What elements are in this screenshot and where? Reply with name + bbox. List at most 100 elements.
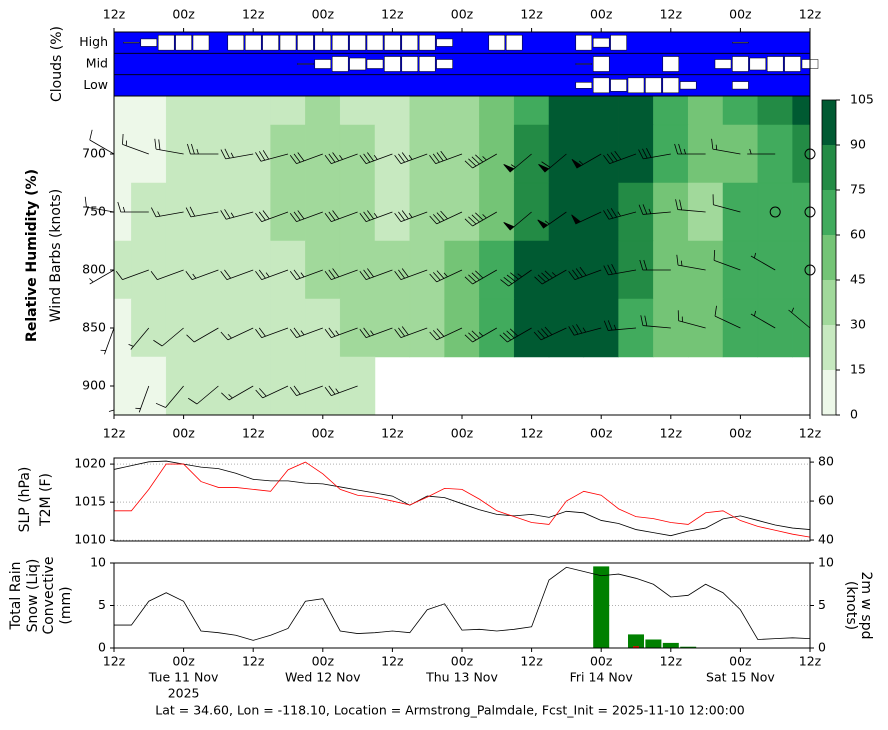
colorbar-segment	[822, 190, 836, 235]
precip-bar	[680, 646, 697, 648]
axis-label: T2M (F)	[38, 473, 54, 527]
wind-barb	[503, 211, 532, 231]
rh-cell	[165, 95, 202, 126]
wind-barb	[638, 204, 671, 215]
rh-cell	[792, 124, 811, 184]
wind-barb	[185, 269, 219, 280]
cloud-box	[401, 34, 419, 51]
wind-barb	[714, 305, 741, 329]
rh-cell	[409, 95, 445, 126]
rh-cell	[374, 95, 411, 126]
y-tick-label: 80	[818, 454, 834, 469]
y-tick-label: 10	[818, 555, 834, 570]
rh-cell	[270, 95, 306, 126]
wind-barb	[289, 385, 323, 396]
cloud-box	[384, 34, 401, 51]
colorbar-label: 60	[850, 227, 866, 242]
rh-cell	[113, 298, 132, 358]
cloud-box	[297, 34, 314, 51]
wind-barb	[135, 385, 150, 413]
row-label: Low	[83, 77, 108, 92]
wind-barb	[429, 150, 463, 164]
cloud-box	[436, 38, 453, 47]
wind-barb	[185, 206, 219, 218]
rh-cell	[792, 182, 811, 242]
cloud-box	[575, 63, 593, 65]
wind-barb	[255, 327, 289, 338]
x-tick-label: 12z	[381, 654, 404, 669]
rh-cell	[583, 95, 619, 126]
wind-barb	[676, 254, 706, 271]
wind-barb	[750, 310, 776, 329]
wind-barb	[324, 327, 358, 338]
wind-barb	[359, 152, 393, 164]
rh-cell	[305, 95, 341, 126]
rh-cell	[235, 95, 271, 126]
wind-barb	[464, 269, 497, 285]
panel-frame	[113, 457, 811, 542]
x-tick-label: 12z	[242, 654, 265, 669]
cloud-box	[175, 34, 192, 51]
cloud-box	[575, 34, 593, 51]
wind-barb	[464, 327, 497, 343]
wind-barb	[324, 152, 358, 164]
wind-barb	[571, 153, 602, 169]
rh-cell	[513, 298, 550, 358]
axis-label: Total Rain	[8, 562, 24, 631]
axis-label: Relative Humidity (%)	[24, 169, 40, 342]
wind-barb	[464, 211, 497, 227]
rh-cell	[548, 240, 585, 300]
x-tick-label: 12z	[242, 7, 265, 22]
x-tick-label: 12z	[381, 7, 404, 22]
y-tick-label: 1020	[74, 456, 106, 471]
y-tick-label: 900	[82, 378, 106, 393]
rh-cell	[722, 95, 759, 126]
wind-barb	[150, 207, 184, 218]
cloud-box	[679, 81, 697, 90]
cloud-box	[766, 56, 784, 72]
rh-cell	[548, 95, 585, 126]
x-tick-label: 00z	[729, 654, 752, 669]
axis-label: Wind Barbs (knots)	[48, 189, 64, 322]
x-tick-label: 12z	[242, 426, 265, 441]
date-label: Wed 12 Nov	[285, 670, 361, 685]
wind-barb	[500, 269, 532, 287]
x-tick-label: 12z	[520, 7, 543, 22]
wind-barb	[255, 385, 289, 399]
cloud-box	[610, 79, 627, 92]
rh-cell	[653, 95, 689, 126]
y-tick-label: 700	[82, 146, 106, 161]
wind-barb	[568, 324, 602, 336]
cloud-box	[227, 34, 245, 51]
wind-barb	[324, 385, 358, 396]
cloud-box	[592, 37, 610, 48]
rh-cell	[653, 298, 689, 358]
cloud-box	[366, 59, 384, 69]
y2-label: (knots)	[843, 581, 859, 630]
cloud-box	[575, 82, 593, 89]
row-label: High	[79, 34, 108, 49]
cloud-box	[418, 34, 436, 51]
rh-cell	[687, 95, 724, 126]
axis-label: Snow (Liq)	[25, 559, 41, 633]
wind-barb	[186, 327, 219, 343]
wind-barb	[568, 266, 602, 280]
x-tick-label: 00z	[451, 426, 474, 441]
wind-barb	[538, 153, 567, 173]
colorbar-segment	[822, 370, 836, 415]
wind-barb	[499, 327, 532, 343]
wind-barb	[221, 385, 254, 401]
x-tick-label: 00z	[172, 654, 195, 669]
cloud-box	[732, 81, 749, 90]
wind-barb	[429, 269, 463, 283]
wind-barb	[108, 386, 115, 414]
y-tick-label: 850	[82, 320, 106, 335]
wind-barb	[359, 327, 393, 338]
axis-label: Clouds (%)	[49, 26, 65, 102]
cloud-box	[384, 56, 401, 72]
axis-label: (mm)	[58, 586, 74, 624]
x-tick-label: 12z	[103, 654, 126, 669]
wind-barb	[255, 150, 289, 162]
rh-cell	[339, 95, 376, 126]
wind-barb	[324, 210, 358, 222]
